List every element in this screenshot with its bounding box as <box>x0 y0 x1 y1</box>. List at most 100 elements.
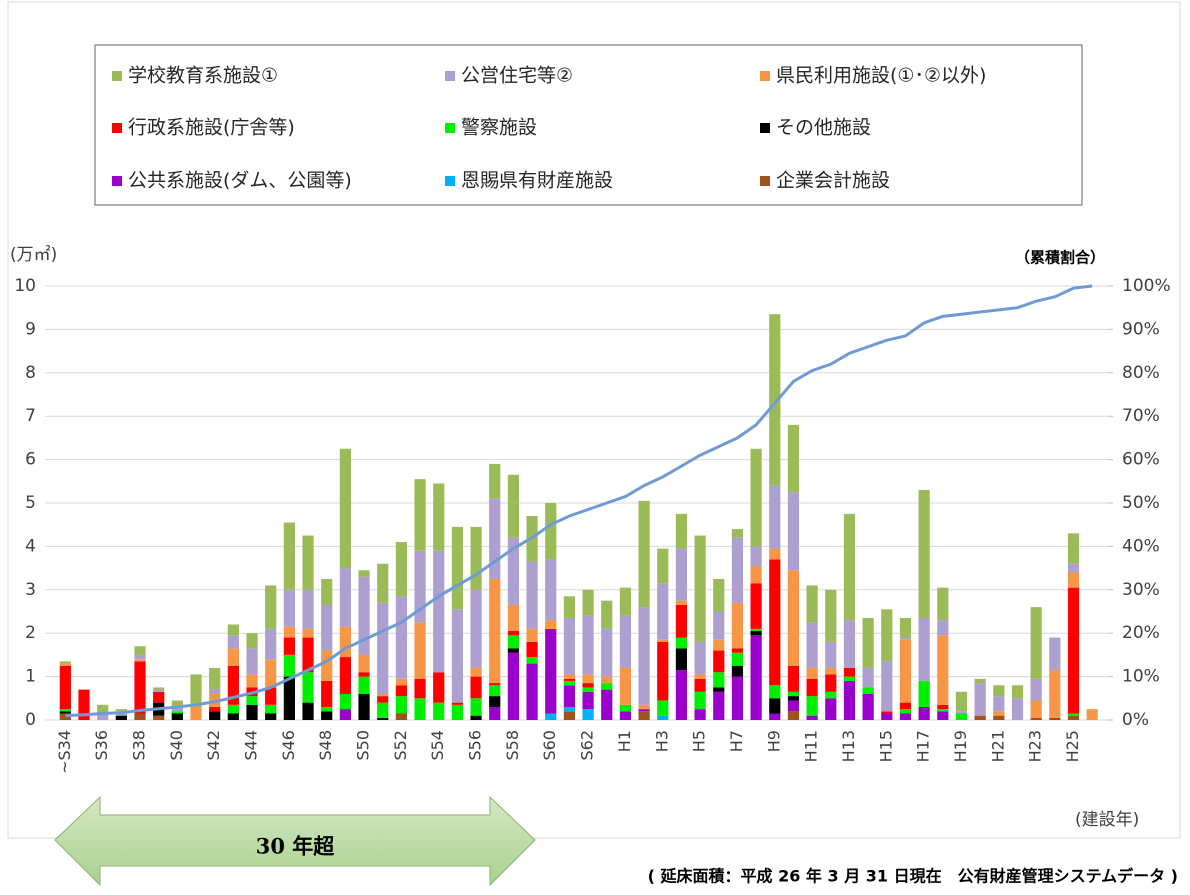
bar-segment <box>731 676 744 720</box>
bar-segment <box>750 635 762 720</box>
bar-segment <box>675 548 688 601</box>
y2-tick-label: 40% <box>1122 536 1160 556</box>
bar-segment <box>675 604 688 638</box>
bar-segment <box>881 661 893 712</box>
bar-segment <box>470 526 482 590</box>
bar-segment <box>563 706 576 712</box>
bar-segment <box>899 637 912 640</box>
bar-segment <box>302 535 314 590</box>
bar-segment <box>395 685 407 697</box>
legend-label: 公共系施設(ダム、公園等) <box>128 170 352 192</box>
bar-segment <box>806 622 818 668</box>
arrow-label: 30 年超 <box>256 834 336 859</box>
y2-tick-label: 30% <box>1122 580 1160 600</box>
bar-segment <box>265 713 277 720</box>
bar-segment <box>675 637 688 649</box>
bar-segment <box>209 667 221 690</box>
bar-segment <box>395 713 407 720</box>
bar-segment <box>787 696 800 701</box>
bar-segment <box>246 696 258 705</box>
bar-segment <box>843 680 856 720</box>
bar-segment <box>153 687 165 690</box>
bar-segment <box>433 672 445 703</box>
bar-segment <box>750 583 762 629</box>
bar-segment <box>769 713 781 720</box>
bar-segment <box>302 637 314 673</box>
bar-segment <box>993 715 1005 720</box>
bar-segment <box>713 650 725 673</box>
bar-segment <box>862 618 874 668</box>
bar-segment <box>1030 717 1042 720</box>
bar-segment <box>59 661 71 664</box>
bar-segment <box>395 596 407 679</box>
bar-segment <box>582 691 594 710</box>
bar-segment <box>918 489 930 619</box>
x-tick-label: H17 <box>914 730 933 762</box>
bar-segment <box>545 713 557 720</box>
y2-tick-label: 80% <box>1122 363 1160 383</box>
bar-segment <box>918 680 930 707</box>
bar-segment <box>1067 563 1080 573</box>
bar-segment <box>134 654 146 660</box>
bar-segment <box>619 587 632 616</box>
y-tick-label: 5 <box>25 493 36 513</box>
bar-segment <box>209 706 221 712</box>
y-tick-label: 8 <box>25 363 36 383</box>
bar-segment <box>507 537 520 605</box>
bar-segment <box>1049 670 1061 718</box>
bar-segment <box>451 704 463 720</box>
bar-segment <box>563 674 576 679</box>
bar-segment <box>638 607 650 705</box>
bar-segment <box>582 709 594 720</box>
bar-segment <box>563 711 576 720</box>
bar-segment <box>638 704 650 710</box>
bar-segment <box>395 678 407 686</box>
x-tick-label: H9 <box>764 730 783 752</box>
bar-segment <box>1049 717 1061 720</box>
x-tick-label: S44 <box>242 730 261 761</box>
x-tick-label: H11 <box>802 730 821 762</box>
bar-segment <box>246 633 258 649</box>
x-tick-label: S58 <box>503 730 522 761</box>
x-tick-label: H3 <box>652 730 671 752</box>
bar-segment <box>489 685 501 697</box>
bar-segment <box>955 711 968 714</box>
bar-segment <box>750 631 762 636</box>
bar-segment <box>899 639 912 703</box>
cumulative-line <box>65 284 1093 718</box>
bar-segment <box>451 609 463 703</box>
bar-segment <box>153 691 165 703</box>
bar-segment <box>619 667 632 705</box>
bar-segment <box>787 492 800 571</box>
bar-segment <box>955 713 968 720</box>
x-tick-label: H19 <box>951 730 970 762</box>
bar-segment <box>1067 587 1080 714</box>
bar-segment <box>134 646 146 655</box>
bar-segment <box>769 559 781 686</box>
bar-segment <box>731 648 744 653</box>
x-tick-label: H7 <box>727 730 746 752</box>
x-tick-label: S40 <box>167 730 186 761</box>
x-tick-label: S36 <box>92 730 111 761</box>
legend-label: 学校教育系施設① <box>128 65 278 87</box>
bar-segment <box>78 689 90 720</box>
bar-segment <box>209 689 221 694</box>
bar-segment <box>1011 698 1024 720</box>
bar-segment <box>59 665 71 710</box>
bar-segment <box>1067 572 1080 588</box>
y-tick-label: 0 <box>25 710 36 730</box>
bar-segment <box>1011 685 1024 699</box>
bar-segment <box>657 700 669 716</box>
bar-segment <box>134 661 146 714</box>
bar-segment <box>246 648 258 675</box>
bar-segment <box>899 713 912 720</box>
bar-segment <box>545 559 557 621</box>
y-tick-label: 7 <box>25 406 36 426</box>
bar-segment <box>806 715 818 720</box>
bar-segment <box>433 483 445 551</box>
bar-segment <box>321 650 333 681</box>
bar-segment <box>675 648 688 671</box>
bar-segment <box>993 696 1005 712</box>
legend-label: 企業会計施設 <box>776 170 890 192</box>
